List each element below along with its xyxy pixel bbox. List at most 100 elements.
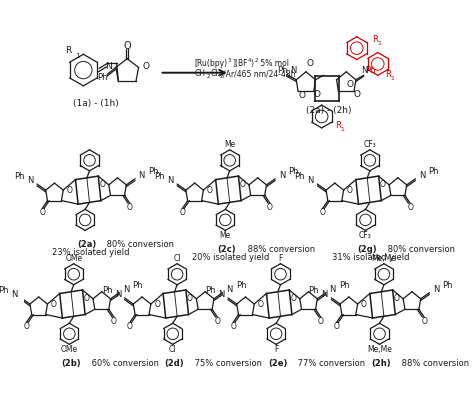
Text: N: N <box>123 285 129 293</box>
Text: 1: 1 <box>390 76 394 81</box>
Text: Ph: Ph <box>148 167 159 176</box>
Text: N: N <box>433 285 439 293</box>
Text: 2: 2 <box>219 74 223 80</box>
Text: Ph: Ph <box>236 281 246 290</box>
Text: CF₃: CF₃ <box>359 231 372 240</box>
Text: N: N <box>329 285 336 293</box>
Text: (2h): (2h) <box>372 359 391 368</box>
Text: Ph: Ph <box>277 67 288 76</box>
Text: O: O <box>421 317 427 326</box>
Text: O: O <box>299 91 306 100</box>
Text: ): ) <box>251 59 254 68</box>
Text: O: O <box>215 317 220 326</box>
Text: Ph: Ph <box>294 173 305 181</box>
Text: OMe: OMe <box>65 254 82 263</box>
Text: (2c): (2c) <box>218 245 237 254</box>
Text: O: O <box>83 294 90 303</box>
Text: 1: 1 <box>340 127 344 132</box>
Text: 77% conversion: 77% conversion <box>295 359 365 368</box>
Text: O: O <box>353 90 360 99</box>
Text: 88% conversion: 88% conversion <box>399 359 469 368</box>
Text: Ph: Ph <box>443 281 453 290</box>
Text: Ph: Ph <box>309 286 319 295</box>
Text: N: N <box>115 290 121 299</box>
Text: Cl: Cl <box>173 254 181 263</box>
Text: 80% conversion: 80% conversion <box>385 245 455 254</box>
Text: 60% conversion: 60% conversion <box>89 359 159 368</box>
Text: (2g): (2g) <box>357 245 377 254</box>
Text: O: O <box>407 203 413 212</box>
Text: O: O <box>346 80 353 89</box>
Text: (2a) - (2h): (2a) - (2h) <box>306 106 351 115</box>
Text: O: O <box>207 186 213 194</box>
Text: Ph: Ph <box>97 74 108 82</box>
Text: (2b): (2b) <box>61 359 81 368</box>
Text: O: O <box>319 208 326 217</box>
Text: Ph: Ph <box>0 286 9 295</box>
Text: (2e): (2e) <box>268 359 288 368</box>
Text: 20% isolated yield: 20% isolated yield <box>192 253 269 262</box>
Text: 23% isolated yield: 23% isolated yield <box>52 248 129 257</box>
Text: 1: 1 <box>75 53 80 59</box>
Text: ](BF: ](BF <box>232 59 248 68</box>
Text: O: O <box>127 203 133 212</box>
Text: N: N <box>11 290 18 299</box>
Text: 75% conversion: 75% conversion <box>192 359 262 368</box>
Text: O: O <box>155 299 160 308</box>
Text: O: O <box>142 62 149 71</box>
Text: 80% conversion: 80% conversion <box>104 240 174 249</box>
Text: (2a): (2a) <box>77 240 97 249</box>
Text: 2: 2 <box>254 58 258 63</box>
Text: N: N <box>321 290 328 299</box>
Text: N: N <box>167 176 173 185</box>
Text: Me: Me <box>224 140 235 149</box>
Text: 2: 2 <box>207 74 210 80</box>
Text: F: F <box>274 345 278 354</box>
Text: Me: Me <box>219 231 231 240</box>
Text: F: F <box>278 254 283 263</box>
Text: CF₃: CF₃ <box>364 140 376 149</box>
Text: O: O <box>67 186 73 194</box>
Text: O: O <box>380 180 386 189</box>
Text: R: R <box>65 46 71 55</box>
Text: O: O <box>267 203 273 212</box>
Text: N: N <box>106 62 112 71</box>
Text: O: O <box>291 294 296 303</box>
Text: Ph: Ph <box>14 173 25 181</box>
Text: N: N <box>362 67 368 76</box>
Text: O: O <box>318 317 324 326</box>
Text: O: O <box>394 294 400 303</box>
Text: O: O <box>230 322 236 331</box>
Text: O: O <box>258 299 264 308</box>
Text: Ph: Ph <box>155 173 165 181</box>
Text: 5% mol: 5% mol <box>258 59 289 68</box>
Text: N: N <box>138 171 145 180</box>
Text: N: N <box>218 290 224 299</box>
Text: 31% isolated yield: 31% isolated yield <box>332 253 410 262</box>
Text: O: O <box>127 322 133 331</box>
Text: O: O <box>51 299 57 308</box>
Text: 88% conversion: 88% conversion <box>245 245 315 254</box>
Text: N: N <box>226 285 233 293</box>
Text: O: O <box>24 322 29 331</box>
Text: Cl: Cl <box>210 69 218 78</box>
Text: O: O <box>187 294 193 303</box>
Text: Cl: Cl <box>169 345 176 354</box>
Text: O: O <box>347 186 353 194</box>
Text: R: R <box>373 35 378 44</box>
Text: Ph: Ph <box>365 67 376 76</box>
Text: OMe: OMe <box>61 345 78 354</box>
Text: Ph: Ph <box>102 286 112 295</box>
Text: 1: 1 <box>378 41 382 46</box>
Text: O: O <box>314 90 321 99</box>
Text: Me,Me: Me,Me <box>367 345 392 354</box>
Text: O: O <box>100 180 105 189</box>
Text: (1a) - (1h): (1a) - (1h) <box>73 99 118 108</box>
Text: 4: 4 <box>247 58 251 63</box>
Text: Me,Me: Me,Me <box>372 254 396 263</box>
Text: 3: 3 <box>228 58 231 63</box>
Text: N: N <box>27 176 34 185</box>
Text: N: N <box>279 171 285 180</box>
Text: N: N <box>291 67 297 76</box>
Text: R: R <box>335 121 341 130</box>
